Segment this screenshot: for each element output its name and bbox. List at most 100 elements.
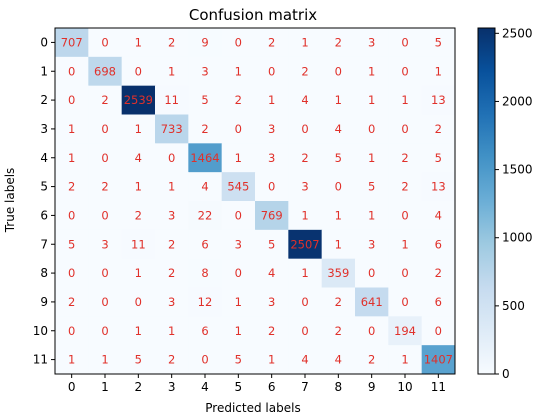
heatmap-cell [421, 229, 456, 260]
heatmap-cell [421, 56, 456, 87]
heatmap-cell-value: 6 [201, 324, 208, 338]
heatmap-cell-value: 2 [168, 353, 175, 367]
heatmap-cell [188, 143, 223, 173]
heatmap-cell-value: 1 [401, 93, 408, 107]
heatmap-cell [155, 172, 189, 202]
heatmap-cell [221, 258, 256, 288]
heatmap-cell-value: 1 [335, 208, 342, 222]
heatmap-cell-value: 0 [101, 266, 108, 280]
heatmap-cell [121, 229, 156, 260]
heatmap-cell [221, 85, 256, 115]
heatmap-cell [221, 345, 256, 375]
heatmap-cell-value: 1 [401, 353, 408, 367]
heatmap-cell-value: 0 [68, 208, 75, 222]
heatmap-cell-value: 0 [68, 64, 75, 78]
heatmap-cell-value: 0 [401, 64, 408, 78]
heatmap-cell [321, 345, 356, 375]
heatmap-cell [421, 258, 456, 288]
heatmap-cell-value: 6 [201, 237, 208, 251]
heatmap-cell-value: 3 [168, 295, 175, 309]
y-tick-label: 2 [40, 93, 48, 107]
heatmap-cell-value: 1 [235, 295, 242, 309]
heatmap-cell-value: 3 [368, 35, 375, 49]
heatmap-cell [255, 316, 289, 346]
heatmap-cell-value: 13 [431, 93, 446, 107]
heatmap-cell-value: 1 [168, 324, 175, 338]
heatmap-cell [55, 143, 89, 173]
heatmap-cell-value: 2 [101, 93, 108, 107]
heatmap-cell [88, 229, 123, 260]
heatmap-cell [255, 28, 289, 58]
heatmap-cell-value: 2 [335, 35, 342, 49]
heatmap-cell [321, 28, 356, 58]
heatmap-cell [55, 201, 89, 231]
heatmap-cell [221, 56, 256, 87]
heatmap-cell [55, 85, 89, 115]
heatmap-cell-value: 5 [201, 93, 208, 107]
heatmap-cell [255, 258, 289, 288]
heatmap-cell [288, 172, 323, 202]
y-tick-label: 5 [40, 180, 48, 194]
heatmap-cell [221, 172, 256, 202]
heatmap-cell [55, 287, 89, 317]
heatmap-cell [188, 345, 223, 375]
heatmap-cell [255, 287, 289, 317]
heatmap-cell-value: 2 [335, 324, 342, 338]
y-tick-label: 11 [33, 353, 48, 367]
heatmap-cell-value: 1 [135, 35, 142, 49]
heatmap-cell-value: 5 [235, 353, 242, 367]
heatmap-cell-value: 1 [435, 64, 442, 78]
heatmap-cell-value: 2507 [290, 237, 319, 251]
heatmap-cell [121, 316, 156, 346]
colorbar-tick-label: 1000 [502, 231, 533, 245]
heatmap-cell [88, 56, 123, 87]
y-tick-label: 0 [40, 35, 48, 49]
heatmap-cell-value: 4 [268, 266, 275, 280]
heatmap-cell [355, 28, 389, 58]
heatmap-cell [55, 316, 89, 346]
heatmap-cell [121, 85, 156, 115]
heatmap-cell-value: 2 [401, 180, 408, 194]
heatmap-cell [255, 172, 289, 202]
heatmap-cell [355, 114, 389, 144]
heatmap-cell [121, 258, 156, 288]
heatmap-cell-value: 0 [101, 151, 108, 165]
heatmap-cell [88, 85, 123, 115]
heatmap-cell-value: 5 [435, 151, 442, 165]
heatmap-cell-value: 3 [201, 64, 208, 78]
heatmap-cell-value: 2 [268, 324, 275, 338]
heatmap-cell [55, 229, 89, 260]
heatmap-cell-value: 1 [135, 122, 142, 136]
heatmap-cell-value: 5 [368, 180, 375, 194]
heatmap-cell-value: 3 [168, 208, 175, 222]
heatmap-cell [221, 143, 256, 173]
heatmap-cell [255, 229, 289, 260]
heatmap-cell [388, 143, 423, 173]
heatmap-cell-value: 1 [135, 180, 142, 194]
heatmap-cell-value: 641 [361, 295, 383, 309]
heatmap-cell [88, 287, 123, 317]
heatmap-cell [155, 345, 189, 375]
colorbar-tick-label: 500 [502, 299, 525, 313]
heatmap-cell [355, 56, 389, 87]
heatmap-cell-value: 1 [68, 353, 75, 367]
heatmap-cell-value: 0 [168, 151, 175, 165]
heatmap-cell-value: 1 [268, 93, 275, 107]
heatmap-cell-value: 0 [235, 122, 242, 136]
heatmap-cell-value: 4 [335, 353, 342, 367]
plot-frame [54, 27, 456, 375]
heatmap-cell-value: 3 [101, 237, 108, 251]
heatmap-cell-value: 5 [335, 151, 342, 165]
heatmap-cell-value: 2 [435, 266, 442, 280]
heatmap-cell [255, 345, 289, 375]
heatmap-cell [355, 201, 389, 231]
heatmap-cell-value: 3 [301, 180, 308, 194]
heatmap-cell [155, 114, 189, 144]
heatmap-cell [421, 287, 456, 317]
heatmap-cell-value: 0 [235, 208, 242, 222]
colorbar-ticks: 0 500 1000 1500 2000 2500 [495, 26, 533, 381]
heatmap-cell-value: 13 [431, 180, 446, 194]
heatmap-cell-value: 1 [268, 353, 275, 367]
heatmap-cell [155, 201, 189, 231]
heatmap-cell [55, 345, 89, 375]
